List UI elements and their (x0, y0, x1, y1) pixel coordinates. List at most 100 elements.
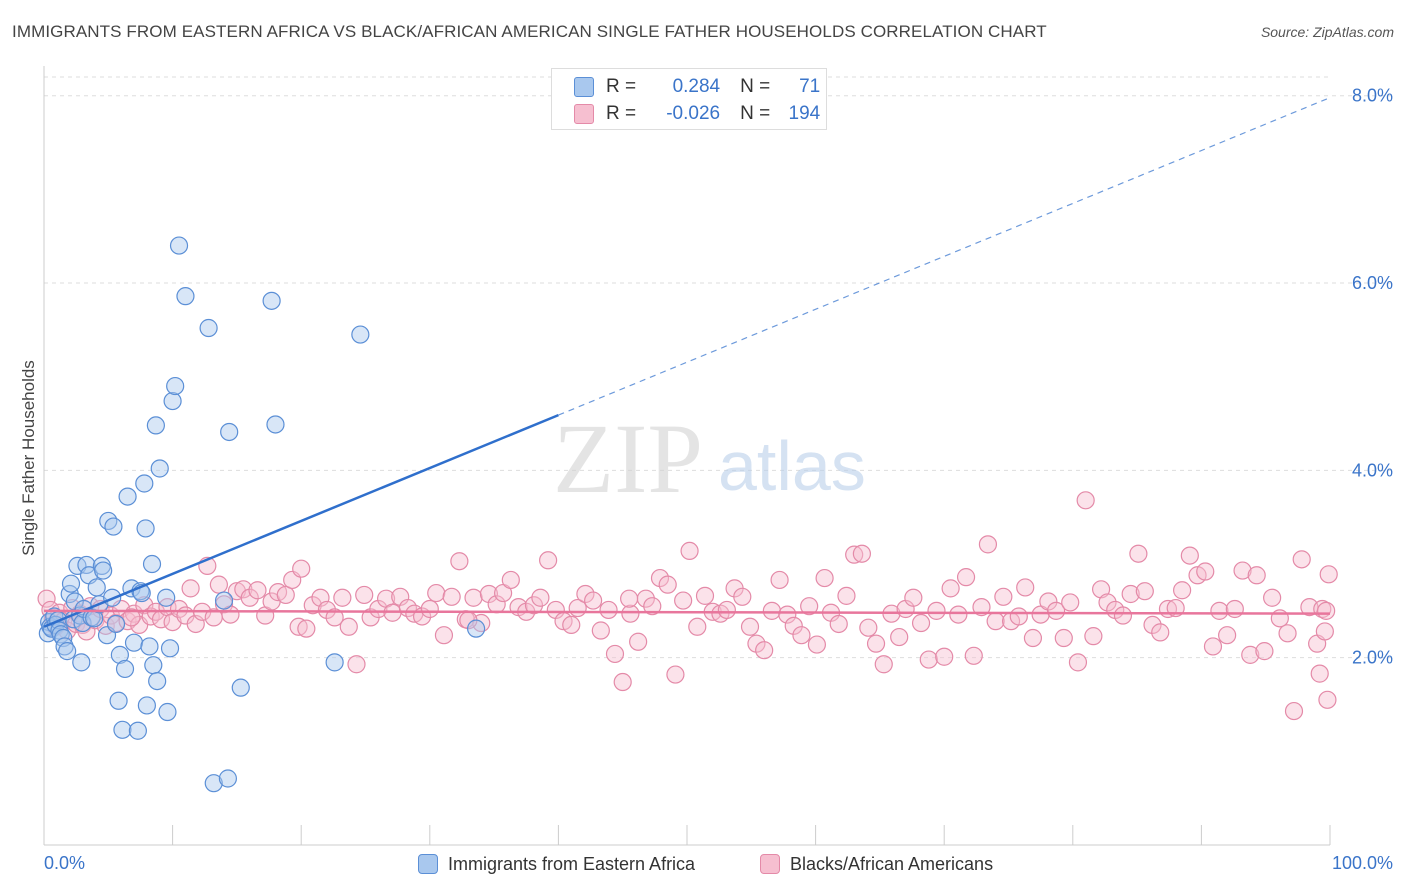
data-point-pink (317, 600, 337, 620)
data-point-pink (733, 587, 752, 606)
data-point-pink (1068, 653, 1088, 672)
data-point-pink (240, 588, 259, 607)
data-point-pink (717, 600, 736, 620)
data-point-pink (1143, 615, 1162, 635)
stats-n-value: 194 (788, 103, 821, 124)
data-point-pink (695, 586, 715, 605)
legend-label-pink: Blacks/African Americans (790, 853, 994, 874)
data-point-pink (1129, 544, 1148, 563)
data-point-blue (135, 474, 154, 493)
data-point-pink (450, 552, 469, 571)
data-point-pink (1054, 628, 1073, 648)
y-tick-label: 4.0% (1352, 460, 1393, 480)
data-point-pink (209, 575, 228, 594)
data-point-pink (994, 587, 1013, 606)
data-point-blue (140, 637, 159, 656)
data-point-blue (166, 376, 185, 396)
data-point-pink (539, 551, 558, 570)
data-point-blue (157, 588, 176, 607)
data-point-blue (204, 774, 223, 793)
data-point-pink (1255, 642, 1274, 661)
data-point-blue (220, 422, 239, 442)
data-point-blue (113, 720, 132, 739)
data-point-pink (658, 575, 677, 594)
data-point-blue (142, 554, 162, 574)
data-point-blue (72, 653, 91, 672)
data-point-pink (1210, 601, 1229, 620)
data-point-pink (613, 672, 632, 692)
data-point-pink (339, 617, 358, 636)
data-point-pink (562, 615, 581, 635)
data-point-pink (1098, 593, 1117, 612)
data-point-pink (859, 618, 878, 637)
data-point-pink (845, 545, 864, 564)
data-point-pink (599, 600, 618, 620)
data-point-pink (629, 632, 648, 651)
data-point-pink (1292, 550, 1311, 569)
trend-line-blue-extension (558, 97, 1331, 416)
legend-swatch-pink (760, 854, 780, 874)
data-point-pink (740, 617, 760, 636)
data-point-pink (643, 597, 662, 616)
trend-line-pink (43, 609, 1331, 615)
trend-lines (43, 97, 1331, 628)
data-point-blue (325, 653, 344, 672)
data-point-blue (214, 591, 234, 610)
data-point-pink (1278, 624, 1297, 643)
data-point-pink (935, 647, 954, 666)
data-point-pink (420, 599, 439, 619)
data-point-pink (1113, 606, 1133, 625)
data-point-blue (266, 415, 285, 434)
data-point-pink (621, 604, 640, 623)
data-point-blue (109, 691, 128, 710)
watermark-atlas: atlas (718, 427, 866, 505)
data-point-blue (77, 555, 96, 575)
data-point-blue (73, 613, 92, 633)
data-point-pink (911, 613, 931, 633)
data-point-pink (1023, 628, 1043, 648)
data-point-pink (978, 535, 998, 554)
data-point-pink (1315, 622, 1334, 641)
data-point-pink (666, 665, 685, 684)
data-point-pink (807, 635, 826, 654)
y-tick-label: 8.0% (1352, 86, 1393, 106)
data-point-pink (1317, 601, 1336, 620)
chart-source: Source: ZipAtlas.com (1260, 24, 1394, 40)
stats-swatch-blue (574, 77, 594, 97)
x-tick-label: 0.0% (44, 853, 85, 873)
legend-item-pink: Blacks/African Americans (760, 852, 993, 876)
data-point-blue (110, 645, 129, 664)
data-point-pink (303, 596, 322, 615)
data-point-pink (333, 588, 352, 607)
data-point-pink (297, 619, 316, 638)
data-point-pink (1247, 566, 1266, 585)
data-point-blue (262, 291, 281, 310)
data-point-pink (1319, 565, 1338, 584)
data-point-pink (1203, 637, 1223, 656)
data-point-pink (1121, 584, 1140, 604)
data-point-pink (949, 605, 968, 624)
data-point-pink (1225, 599, 1244, 619)
data-point-pink (986, 612, 1005, 631)
stats-r-value: 0.284 (672, 76, 721, 97)
data-point-blue (115, 659, 135, 679)
data-point-pink (792, 626, 811, 645)
stats-r-value: -0.026 (666, 103, 721, 124)
x-tick-label: 100.0% (1332, 853, 1393, 873)
data-point-blue (148, 671, 167, 691)
data-point-blue (61, 574, 81, 593)
data-point-pink (122, 608, 141, 627)
stats-n-label: N = (740, 76, 771, 97)
legend-swatch-blue (418, 854, 438, 874)
data-point-pink (524, 596, 544, 615)
blue-series-points (38, 236, 486, 793)
data-point-pink (1135, 582, 1154, 601)
data-point-pink (37, 589, 56, 608)
data-point-blue (351, 325, 370, 344)
data-point-pink (919, 650, 938, 669)
data-point-pink (347, 655, 366, 674)
data-point-pink (169, 599, 189, 619)
data-point-pink (815, 568, 834, 588)
data-point-pink (1180, 546, 1199, 565)
